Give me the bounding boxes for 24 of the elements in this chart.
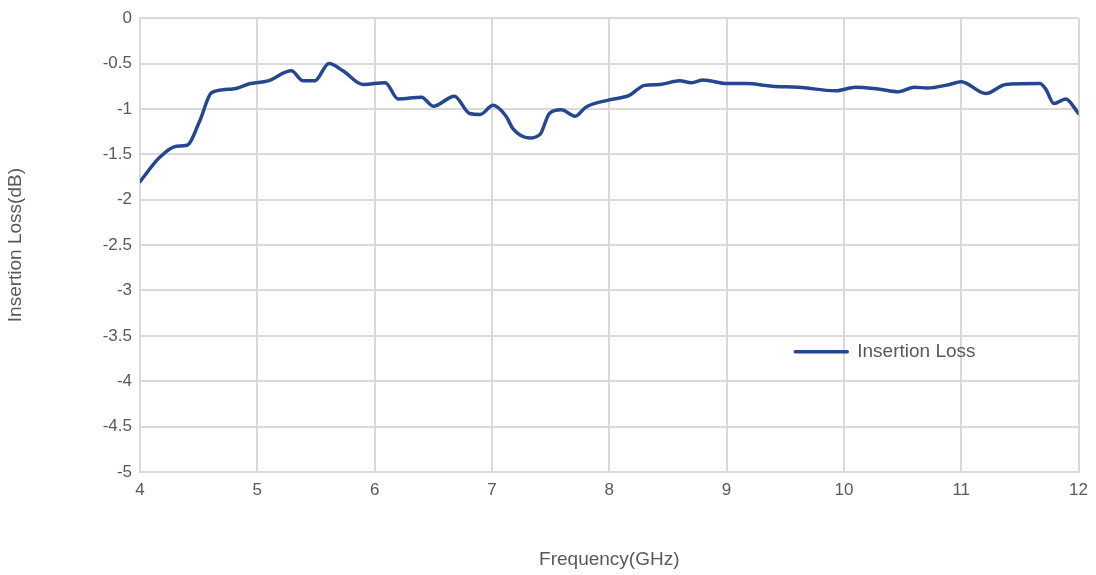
y-tick-label: -3.5 bbox=[102, 325, 132, 345]
y-tick-label: -2 bbox=[116, 189, 132, 209]
y-tick-label: -3 bbox=[116, 280, 132, 300]
y-tick-label: -2.5 bbox=[102, 234, 132, 254]
y-tick-label: -0.5 bbox=[102, 53, 132, 73]
x-tick-label: 8 bbox=[604, 479, 615, 499]
x-axis-title: Frequency(GHz) bbox=[539, 547, 680, 569]
y-tick-label: -1 bbox=[116, 98, 132, 118]
x-tick-label: 7 bbox=[487, 479, 497, 499]
x-tick-label: 11 bbox=[952, 479, 971, 499]
y-tick-label: 0 bbox=[122, 7, 132, 27]
y-tick-label: -1.5 bbox=[102, 144, 132, 164]
x-tick-label: 5 bbox=[252, 479, 263, 499]
legend-label: Insertion Loss bbox=[857, 339, 976, 361]
line-series bbox=[140, 61, 1079, 184]
x-tick-label: 6 bbox=[369, 479, 380, 499]
x-tick-label: 9 bbox=[721, 479, 732, 499]
y-tick-label: -5 bbox=[116, 461, 132, 481]
y-axis-title: Insertion Loss(dB) bbox=[3, 168, 25, 323]
y-tick-label: -4 bbox=[116, 370, 132, 390]
y-tick-label: -4.5 bbox=[102, 416, 132, 436]
x-tick-label: 12 bbox=[1069, 479, 1089, 499]
x-tick-label: 10 bbox=[834, 479, 854, 499]
x-tick-label: 4 bbox=[135, 479, 145, 499]
